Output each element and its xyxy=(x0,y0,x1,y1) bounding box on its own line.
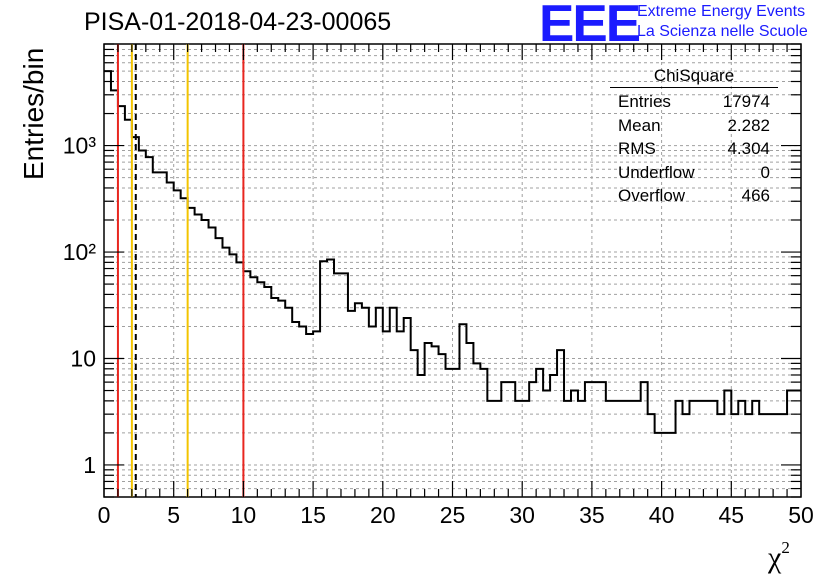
x-tick-label: 5 xyxy=(167,502,180,528)
stats-title: ChiSquare xyxy=(610,66,778,88)
x-tick-label: 15 xyxy=(300,502,326,528)
stat-row-mean: Mean 2.282 xyxy=(610,114,778,138)
histogram-series xyxy=(104,70,801,434)
stat-label: Mean xyxy=(618,115,661,135)
x-axis-label: χ2 xyxy=(768,538,790,575)
stat-label: RMS xyxy=(618,139,656,158)
y-tick-label: 10 xyxy=(70,345,96,371)
grid-lines xyxy=(104,44,801,497)
stat-label: Entries xyxy=(618,92,671,111)
eee-logo: EEE Extreme Energy Events La Scienza nel… xyxy=(539,0,830,53)
x-tick-label: 10 xyxy=(231,502,257,528)
stat-value: 466 xyxy=(741,186,770,205)
x-tick-label: 45 xyxy=(719,502,745,528)
reference-lines xyxy=(116,44,245,497)
logo-line-2: La Scienza nelle Scuole xyxy=(637,23,808,40)
y-tick-label: 10² xyxy=(63,239,97,265)
x-axis-symbol: χ xyxy=(768,541,782,574)
x-axis-superscript: 2 xyxy=(781,538,790,557)
stat-label: Underflow xyxy=(618,162,695,182)
x-tick-label: 50 xyxy=(788,502,814,528)
stat-row-overflow: Overflow 466 xyxy=(610,184,778,208)
stat-label: Overflow xyxy=(618,186,686,205)
stat-value: 2.282 xyxy=(727,115,770,135)
stat-row-entries: Entries 17974 xyxy=(610,90,778,114)
run-title: PISA-01-2018-04-23-00065 xyxy=(84,8,392,36)
y-tick-label: 10³ xyxy=(63,133,97,159)
x-tick-label: 20 xyxy=(370,502,396,528)
stat-value: 17974 xyxy=(722,92,770,111)
stat-value: 4.304 xyxy=(727,139,770,158)
histogram-step-line xyxy=(104,70,801,434)
stat-value: 0 xyxy=(760,162,770,182)
x-tick-label: 35 xyxy=(579,502,605,528)
axes: 0 5 10 15 20 25 30 35 40 45 50 1 10 10² 10³ xyxy=(63,43,814,528)
x-tick-label: 40 xyxy=(649,502,675,528)
x-tick-label: 25 xyxy=(440,502,466,528)
logo-mark: EEE xyxy=(539,0,641,53)
x-tick-label: 30 xyxy=(509,502,535,528)
y-tick-label: 1 xyxy=(83,452,96,478)
stat-row-underflow: Underflow 0 xyxy=(610,161,778,185)
stats-box: ChiSquare Entries 17974 Mean 2.282 RMS 4.30… xyxy=(610,66,778,208)
y-axis-label: Entries/bin xyxy=(18,47,49,180)
logo-line-1: Extreme Energy Events xyxy=(637,3,806,20)
x-tick-label: 0 xyxy=(98,502,111,528)
stat-row-rms: RMS 4.304 xyxy=(610,137,778,161)
